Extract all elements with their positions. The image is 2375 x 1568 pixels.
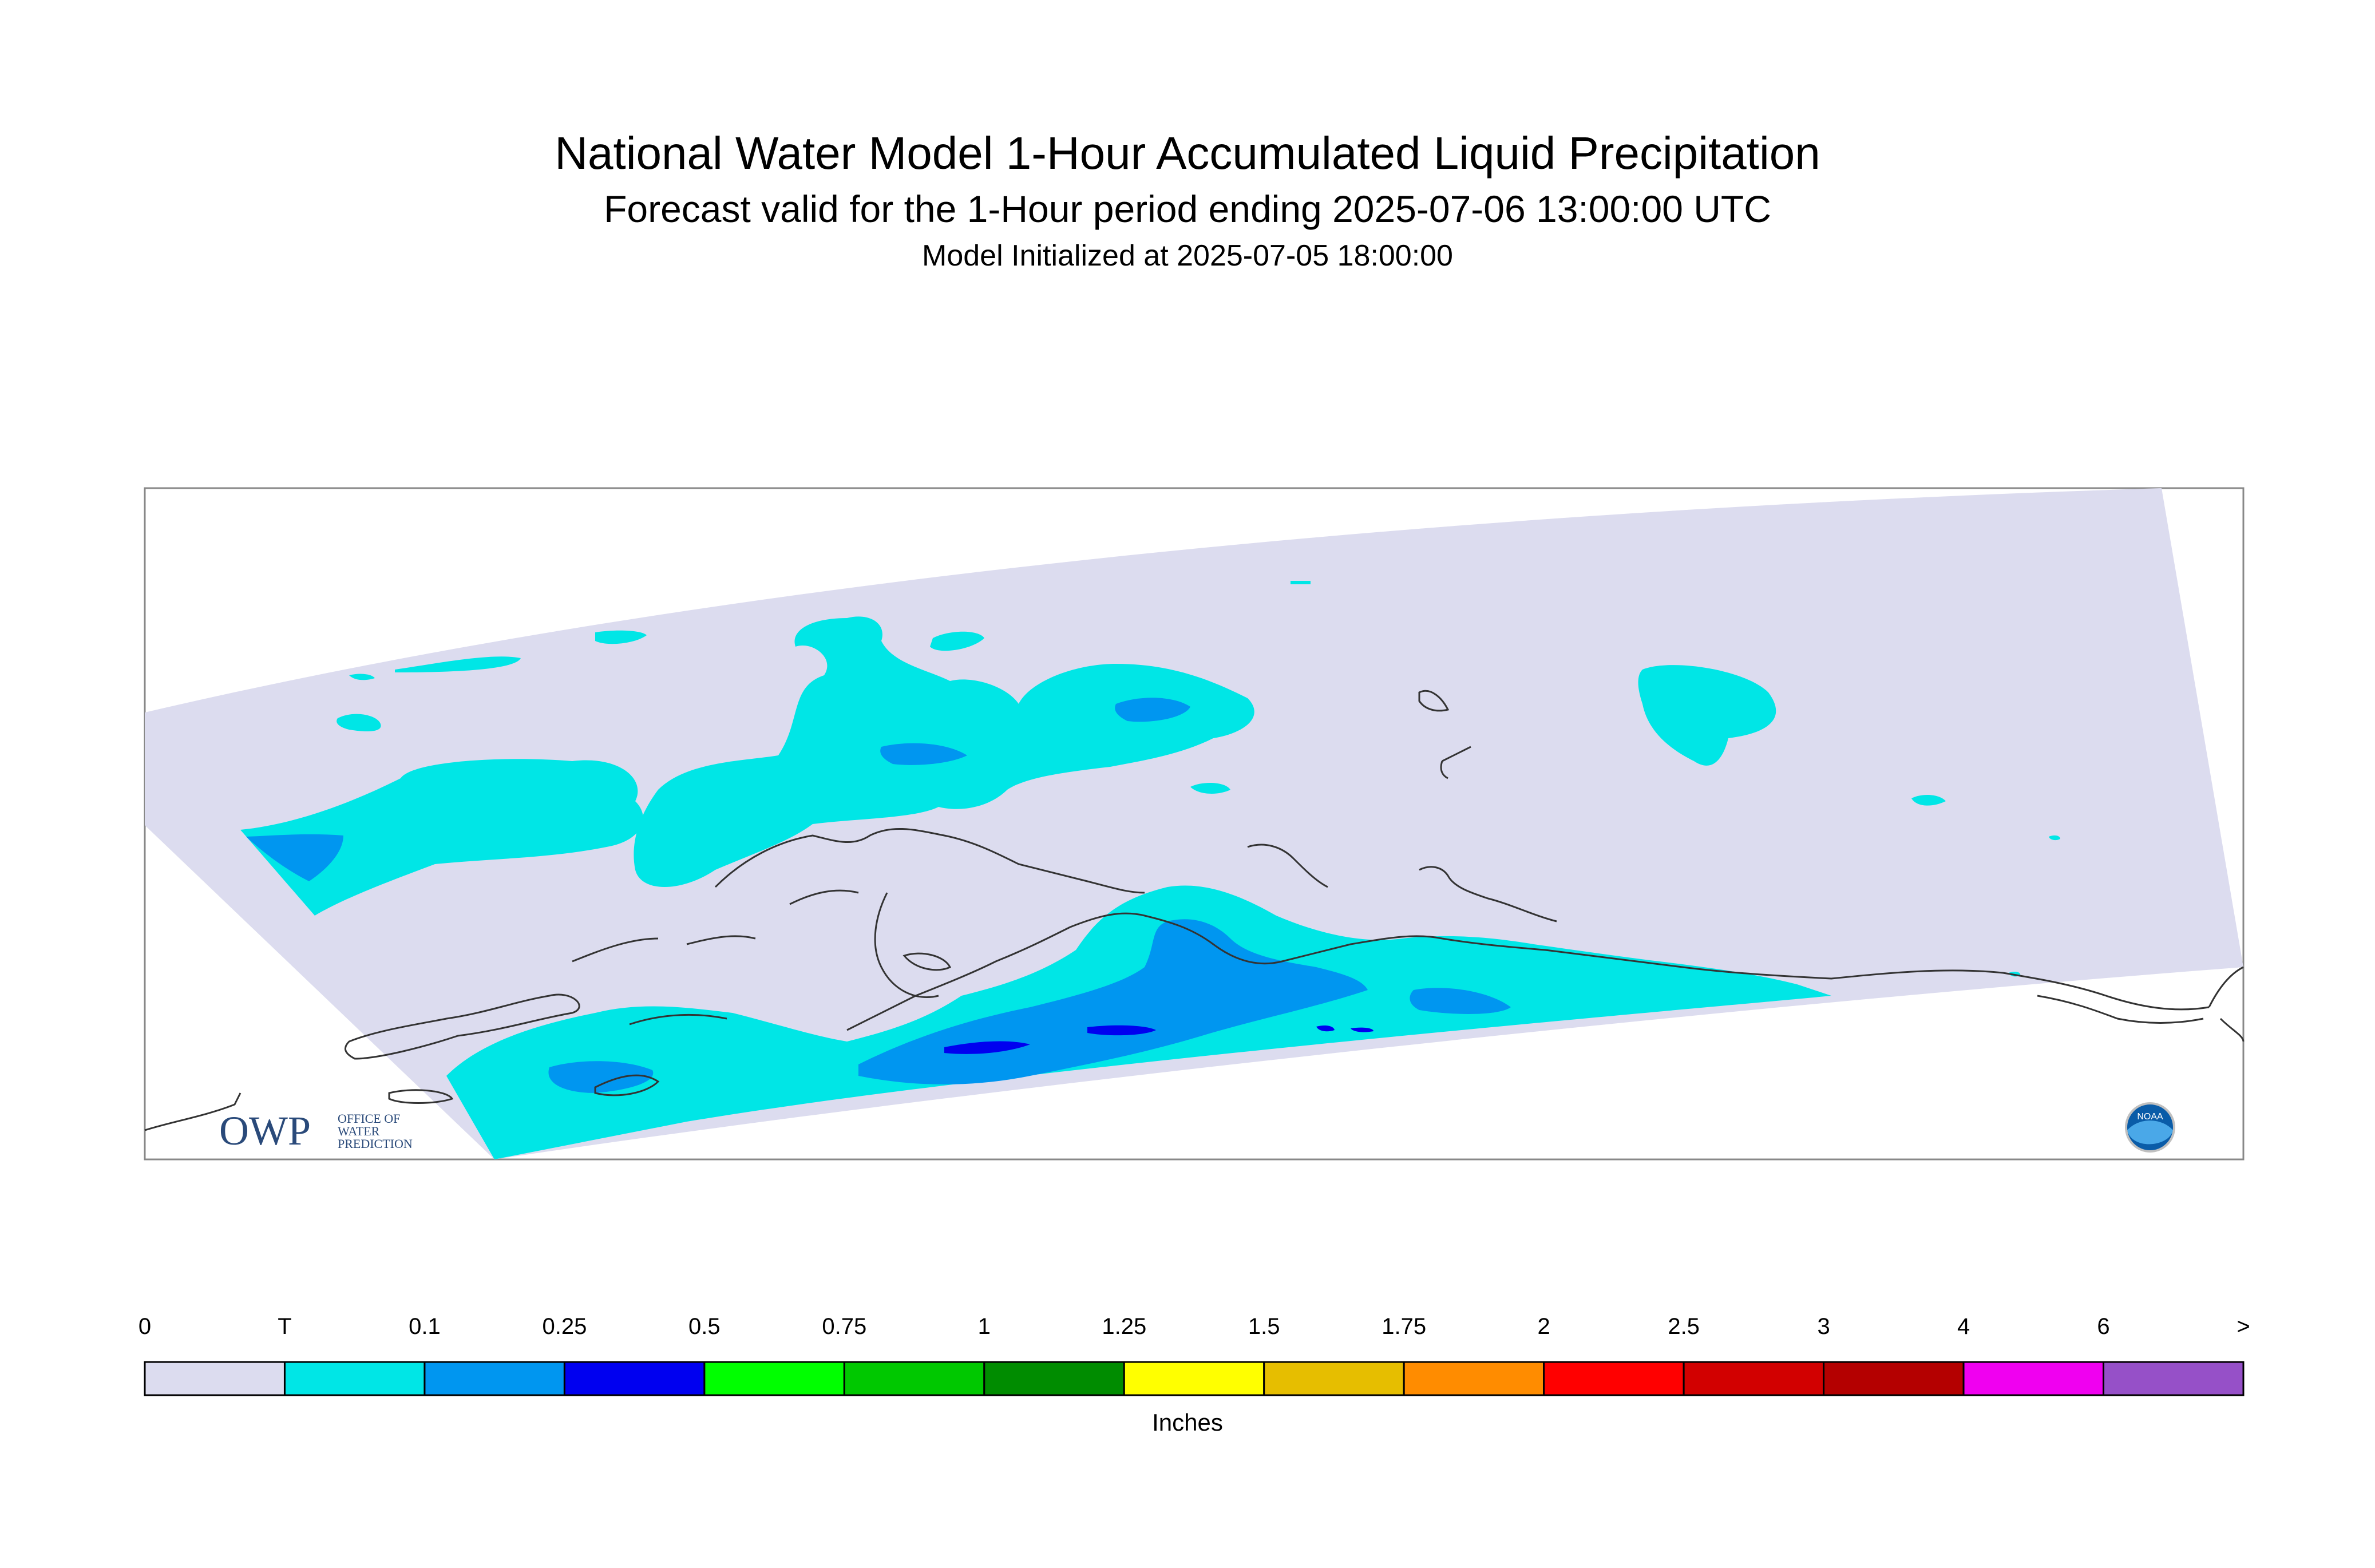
legend-tick-label: 6	[2097, 1314, 2110, 1339]
legend-tick-label: 1.75	[1382, 1314, 1427, 1339]
legend-swatch	[703, 1361, 845, 1396]
legend-tick-label: 1.25	[1102, 1314, 1147, 1339]
legend-color-bar	[144, 1361, 2245, 1396]
legend-swatch	[1403, 1361, 1545, 1396]
legend-swatch	[423, 1361, 565, 1396]
map-title: National Water Model 1-Hour Accumulated …	[555, 128, 1820, 179]
legend-swatch	[283, 1361, 426, 1396]
legend-tick-label: >	[2237, 1314, 2250, 1339]
legend-tick-label: 0.1	[409, 1314, 441, 1339]
legend-swatch	[2103, 1361, 2245, 1396]
owp-mark: OWP	[219, 1108, 311, 1154]
legend-swatch	[843, 1361, 985, 1396]
owp-text-line-2: WATER	[338, 1124, 380, 1138]
map-subtitle: Forecast valid for the 1-Hour period end…	[604, 188, 1771, 230]
coastlines	[144, 690, 2245, 1131]
legend-tick-label: 4	[1957, 1314, 1970, 1339]
quarter-inch-precip-areas	[944, 1025, 1373, 1054]
legend-swatch	[563, 1361, 706, 1396]
legend-swatch	[1263, 1361, 1405, 1396]
legend-tick-label: 2.5	[1668, 1314, 1700, 1339]
legend-tick-label: 0.75	[822, 1314, 867, 1339]
legend-tick-label: 0.5	[688, 1314, 721, 1339]
legend-tick-label: 0	[138, 1314, 152, 1339]
legend-tick-label: T	[278, 1314, 292, 1339]
owp-text-line-1: OFFICE OF	[338, 1111, 400, 1126]
legend-tick-label: 3	[1817, 1314, 1830, 1339]
legend-swatch	[1683, 1361, 1825, 1396]
legend-tick-label: 2	[1537, 1314, 1550, 1339]
owp-text-line-3: PREDICTION	[338, 1137, 413, 1151]
legend-swatch	[1543, 1361, 1685, 1396]
legend-swatch	[983, 1361, 1125, 1396]
noaa-logo: NOAA	[2125, 1102, 2175, 1153]
legend-swatch	[1962, 1361, 2105, 1396]
legend-swatch	[1123, 1361, 1265, 1396]
noaa-mark: NOAA	[2137, 1112, 2163, 1122]
owp-logo: OWP OFFICE OF WATER PREDICTION	[219, 1108, 413, 1154]
legend-tick-label: 1.5	[1248, 1314, 1280, 1339]
legend-units: Inches	[1152, 1409, 1223, 1436]
legend-swatch	[1823, 1361, 1965, 1396]
legend-swatch	[144, 1361, 286, 1396]
legend-tick-label: 0.25	[542, 1314, 587, 1339]
legend-tick-label: 1	[977, 1314, 991, 1339]
model-init-line: Model Initialized at 2025-07-05 18:00:00	[922, 239, 1453, 272]
